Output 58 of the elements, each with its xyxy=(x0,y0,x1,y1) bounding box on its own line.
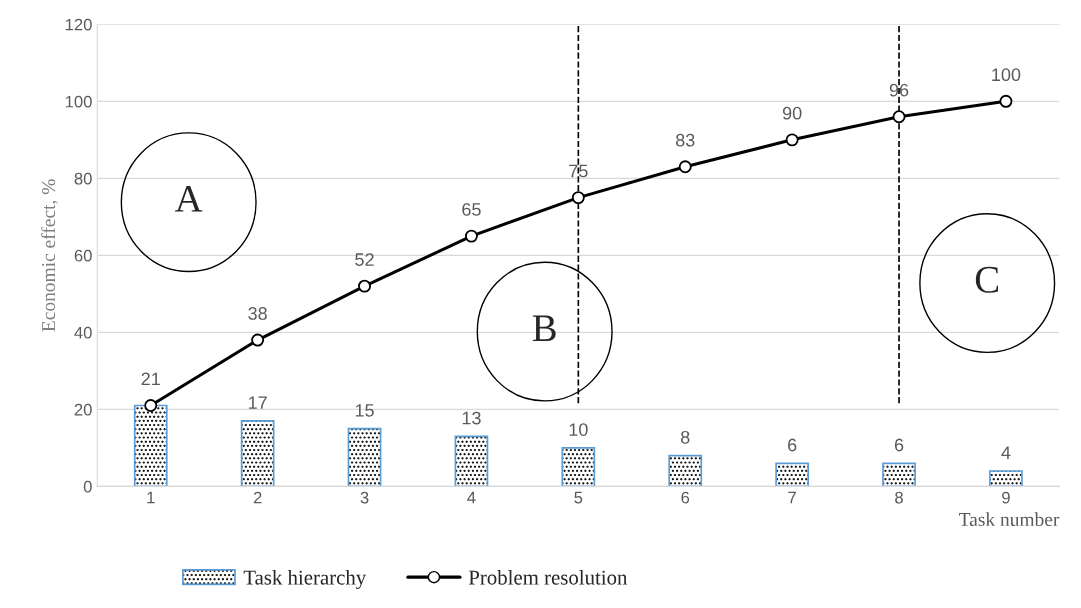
data-label: 90 xyxy=(782,106,802,120)
annotation: B xyxy=(532,315,556,342)
bar xyxy=(989,470,1023,487)
data-label: 8 xyxy=(681,430,690,444)
y-tick-label: 120 xyxy=(65,18,92,31)
data-label: 15 xyxy=(355,404,374,417)
bar xyxy=(882,462,916,487)
data-label: 83 xyxy=(675,133,695,147)
point xyxy=(144,399,158,412)
x-tick-label: 6 xyxy=(681,491,690,504)
y-tick-label: 20 xyxy=(74,403,92,416)
bar xyxy=(240,420,275,487)
data-label: 75 xyxy=(569,164,588,178)
data-label: 21 xyxy=(141,372,160,386)
data-label: 10 xyxy=(569,423,588,436)
bar xyxy=(347,427,382,487)
x-axis-title: Task number xyxy=(959,512,1060,527)
x-tick-label: 9 xyxy=(1002,491,1010,504)
point xyxy=(999,94,1013,108)
bar xyxy=(775,462,810,487)
bar xyxy=(668,454,703,487)
legend-label: Problem resolution xyxy=(468,569,628,585)
point xyxy=(464,229,478,243)
point xyxy=(571,191,585,205)
bar xyxy=(454,435,489,487)
x-tick-label: 2 xyxy=(253,491,262,504)
point xyxy=(358,279,371,293)
bar xyxy=(133,404,168,487)
data-label: 6 xyxy=(894,438,904,452)
data-label: 96 xyxy=(889,83,909,97)
y-tick-label: 80 xyxy=(74,172,92,185)
point xyxy=(678,160,692,174)
x-tick-label: 8 xyxy=(895,491,903,504)
annotation: A xyxy=(175,185,203,212)
point xyxy=(785,133,799,147)
y-tick-label: 60 xyxy=(74,249,92,262)
x-tick-label: 1 xyxy=(147,491,155,504)
data-label: 6 xyxy=(788,438,797,452)
legend-label: Task hierarchy xyxy=(243,569,367,589)
x-tick-label: 3 xyxy=(360,491,369,504)
x-tick-label: 7 xyxy=(788,491,796,504)
x-tick-label: 5 xyxy=(574,491,583,504)
bar xyxy=(561,447,596,487)
annotation: C xyxy=(975,266,999,293)
data-label: 100 xyxy=(992,68,1021,82)
x-tick-label: 4 xyxy=(467,491,476,504)
point xyxy=(251,333,265,347)
data-label: 38 xyxy=(248,307,267,320)
data-label: 13 xyxy=(462,411,481,425)
y-axis-title: Economic effect, % xyxy=(41,179,58,332)
y-tick-label: 0 xyxy=(83,480,92,493)
data-label: 17 xyxy=(248,396,267,409)
data-label: 65 xyxy=(462,203,481,216)
y-tick-label: 40 xyxy=(74,326,92,339)
data-label: 52 xyxy=(355,253,374,266)
point xyxy=(892,110,906,124)
data-label: 4 xyxy=(1001,446,1011,459)
y-tick-label: 100 xyxy=(65,95,92,108)
